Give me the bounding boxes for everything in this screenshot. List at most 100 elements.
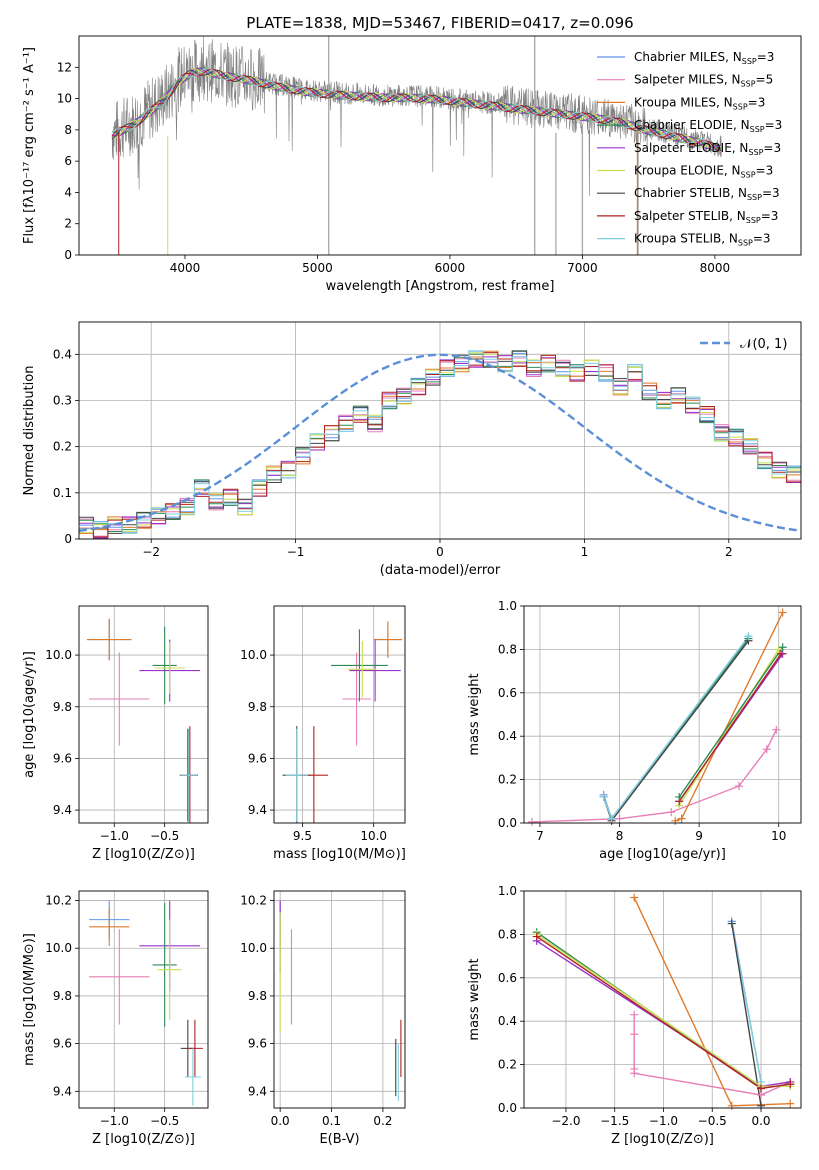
mass_weight_vs_Z-ytick-label: 0.4 — [498, 1014, 517, 1028]
mass_weight_vs_Z-point-marker — [757, 1084, 766, 1093]
age_vs_Z-xtick-label: −1.0 — [100, 829, 129, 843]
residual_histogram-xlabel: (data-model)/error — [380, 563, 501, 578]
mass_weight_vs_Z-point-marker — [727, 919, 736, 928]
legend-nssp: =3 — [756, 164, 774, 178]
spectrum-plot-area — [111, 36, 722, 255]
mass_weight_vs_age-series-line — [678, 653, 782, 802]
mass_weight_vs_age-series-line — [678, 649, 780, 806]
figure-title: PLATE=1838, MJD=53467, FIBERID=0417, z=0… — [246, 14, 633, 32]
mass_vs_Z-xlabel: Z [log10(Z/Z⊙)] — [92, 1132, 195, 1147]
spectrum-ytick-label: 12 — [57, 60, 72, 74]
mass_weight_vs_age-ytick-label: 0.8 — [498, 642, 517, 656]
legend-text: Kroupa STELIB, N — [634, 232, 738, 246]
age_vs_Z-ytick-label: 9.4 — [53, 803, 72, 817]
mass_weight_vs_Z-xtick-label: −1.5 — [600, 1114, 629, 1128]
mass_weight_vs_age-point-marker — [677, 814, 686, 823]
mass_weight_vs_Z-point-marker — [630, 1030, 639, 1039]
spectrum-legend-label: Salpeter STELIB, NSSP=3 — [634, 209, 778, 225]
mass_weight_vs_age-ylabel: mass weight — [467, 673, 482, 755]
age_vs_Z-ylabel: age [log10(age/yr)] — [22, 651, 37, 778]
mass_weight_vs_Z-point-marker — [757, 1101, 766, 1110]
mass_weight_vs_age-ytick-label: 0.2 — [498, 773, 517, 787]
mass_vs_EBV-xtick-label: 0.1 — [322, 1114, 341, 1128]
mass_weight_vs_Z-xtick-label: −2.0 — [551, 1114, 580, 1128]
mass_weight_vs_age-point-marker — [734, 782, 743, 791]
mass_weight_vs_Z-ytick-label: 0.0 — [498, 1101, 517, 1115]
mass_weight_vs_Z-point-marker — [630, 1069, 639, 1078]
mass_weight_vs_age-point-marker — [772, 725, 781, 734]
mass_weight_vs_Z-series-line — [731, 923, 762, 1106]
spectrum-model-line — [111, 67, 722, 150]
residual_histogram-ytick-label: 0.4 — [53, 347, 72, 361]
histogram-legend-label: 𝒩(0, 1) — [740, 337, 787, 352]
residual_histogram-panel: −2 −1 0 1 2 0 0.1 0.2 0.3 0.4 (data-model)/error No… — [22, 321, 802, 578]
age_vs_Z-ytick-label: 9.6 — [53, 751, 72, 765]
legend-text: Chabrier STELIB, N — [634, 186, 747, 200]
mass_weight_vs_Z-xlabel: Z [log10(Z/Z⊙)] — [611, 1132, 714, 1147]
mass_vs_EBV-xtick-label: 0.0 — [271, 1114, 290, 1128]
mass_weight_vs_age-series-line — [678, 646, 784, 798]
mass_vs_Z-ytick-label: 9.8 — [53, 989, 72, 1003]
spectrum-panel: 4000 5000 6000 7000 8000 0 2 4 6 8 10 12 wavelength … — [22, 35, 802, 294]
mass_vs_EBV-plot-area — [279, 900, 402, 1101]
legend-text: Chabrier MILES, N — [634, 50, 742, 64]
residual_histogram-ylabel: Normed distribution — [22, 366, 37, 496]
mass_vs_EBV-ytick-label: 10.0 — [240, 941, 267, 955]
residual_histogram-xtick-label: 2 — [725, 545, 733, 559]
residual_histogram-ytick-label: 0.2 — [53, 440, 72, 454]
age_vs_Z-panel: −1.0 −0.5 9.4 9.6 9.8 10.0 Z [log10(Z/Z⊙)] age … — [22, 605, 209, 862]
legend-nssp: =3 — [753, 232, 771, 246]
mass_weight_vs_age-xtick-label: 8 — [616, 829, 624, 843]
mass_weight_vs_Z-xtick-label: −1.0 — [649, 1114, 678, 1128]
spectrum-ytick-label: 2 — [64, 217, 72, 231]
mass_weight_vs_age-point-marker — [599, 792, 608, 801]
age_vs_mass-ytick-label: 10.0 — [240, 648, 267, 662]
mass_weight_vs_age-point-marker — [675, 792, 684, 801]
legend-nssp: =3 — [748, 95, 766, 109]
spectrum-legend-label: Kroupa STELIB, NSSP=3 — [634, 232, 771, 248]
spectrum-legend-label: Salpeter ELODIE, NSSP=3 — [634, 141, 781, 157]
mass_weight_vs_Z-point-marker — [786, 1099, 795, 1108]
spectrum-frame — [78, 35, 802, 256]
mass_weight_vs_age-point-marker — [778, 608, 787, 617]
mass_weight_vs_age-ytick-label: 0.4 — [498, 729, 517, 743]
mass_vs_Z-panel: −1.0 −0.5 9.4 9.6 9.8 10.0 10.2 Z [log10(Z/Z⊙)]… — [22, 890, 209, 1147]
spectrum-ytick-label: 8 — [64, 123, 72, 137]
spectrum-model-line — [112, 66, 722, 151]
legend-text: Kroupa MILES, N — [634, 95, 733, 109]
mass_weight_vs_age-xtick-label: 7 — [536, 829, 544, 843]
age_vs_mass-xtick-label: 9.5 — [293, 829, 312, 843]
legend-nssp: =3 — [761, 209, 779, 223]
mass_vs_EBV-frame — [273, 890, 406, 1109]
legend-subscript: SSP — [747, 193, 762, 202]
mass_weight_vs_Z-ytick-label: 0.8 — [498, 927, 517, 941]
spectrum-legend-label: Chabrier STELIB, NSSP=3 — [634, 186, 780, 202]
mass_vs_EBV-ytick-label: 9.8 — [248, 989, 267, 1003]
mass_weight_vs_Z-ytick-label: 0.2 — [498, 1058, 517, 1072]
legend-text: Salpeter STELIB, N — [634, 209, 746, 223]
mass_weight_vs_age-point-marker — [777, 649, 786, 658]
residual_histogram-ytick-label: 0 — [64, 532, 72, 546]
spectrum-ytick-label: 0 — [64, 248, 72, 262]
age_vs_Z-ytick-label: 9.8 — [53, 700, 72, 714]
mass_weight_vs_age-point-marker — [667, 808, 676, 817]
residual_histogram-xtick-label: −2 — [142, 545, 160, 559]
residual_histogram-xtick-label: 1 — [581, 545, 589, 559]
mass_weight_vs_age-frame — [523, 605, 802, 824]
mass_weight_vs_Z-point-marker — [630, 893, 639, 902]
mass_vs_Z-ylabel: mass [log10(M/M⊙)] — [22, 933, 37, 1066]
mass_weight_vs_age-ytick-label: 0.6 — [498, 686, 517, 700]
residual_histogram-xtick-label: −1 — [287, 545, 305, 559]
mass_vs_EBV-xtick-label: 0.2 — [373, 1114, 392, 1128]
legend-subscript: SSP — [750, 125, 765, 134]
spectrum-legend-label: Kroupa ELODIE, NSSP=3 — [634, 164, 773, 180]
mass_weight_vs_Z-panel: −2.0 −1.5 −1.0 −0.5 0.0 0.0 0.2 0.4 0.6 0.8 1.0 Z [… — [467, 884, 802, 1147]
legend-nssp: =3 — [765, 118, 783, 132]
mass_weight_vs_age-series-line — [531, 729, 777, 823]
mass_vs_Z-xtick-label: −1.0 — [100, 1114, 129, 1128]
age_vs_Z-xlabel: Z [log10(Z/Z⊙)] — [92, 847, 195, 862]
spectrum-legend-label: Salpeter MILES, NSSP=5 — [634, 73, 773, 89]
age_vs_Z-xtick-label: −0.5 — [150, 829, 179, 843]
mass_weight_vs_age-ytick-label: 0.0 — [498, 816, 517, 830]
